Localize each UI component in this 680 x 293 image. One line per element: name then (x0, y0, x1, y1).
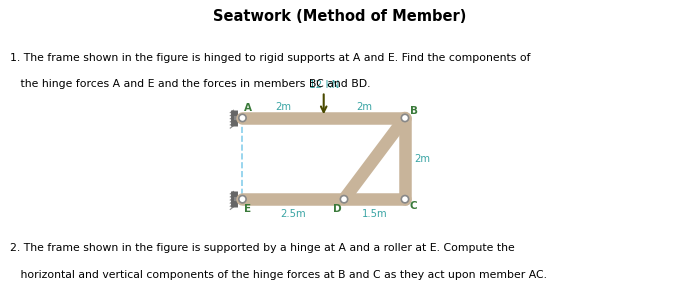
Text: 2m: 2m (414, 154, 430, 163)
Circle shape (239, 195, 246, 203)
Text: B: B (410, 106, 418, 116)
Text: 12 kN: 12 kN (309, 79, 339, 89)
Circle shape (401, 114, 409, 122)
Circle shape (341, 195, 347, 203)
Text: C: C (410, 201, 418, 211)
Text: D: D (333, 205, 342, 214)
Text: Seatwork (Method of Member): Seatwork (Method of Member) (214, 9, 466, 24)
Text: horizontal and vertical components of the hinge forces at B and C as they act up: horizontal and vertical components of th… (10, 270, 547, 280)
Text: 2.5m: 2.5m (280, 209, 306, 219)
Text: 2m: 2m (275, 102, 291, 112)
Text: A: A (244, 103, 252, 113)
Text: the hinge forces A and E and the forces in members BC and BD.: the hinge forces A and E and the forces … (10, 79, 371, 89)
Circle shape (239, 114, 246, 122)
Text: 1. The frame shown in the figure is hinged to rigid supports at A and E. Find th: 1. The frame shown in the figure is hing… (10, 53, 530, 63)
Text: E: E (244, 205, 251, 214)
Text: 2m: 2m (356, 102, 373, 112)
Text: 2. The frame shown in the figure is supported by a hinge at A and a roller at E.: 2. The frame shown in the figure is supp… (10, 243, 515, 253)
Text: 1.5m: 1.5m (362, 209, 388, 219)
Circle shape (401, 195, 409, 203)
